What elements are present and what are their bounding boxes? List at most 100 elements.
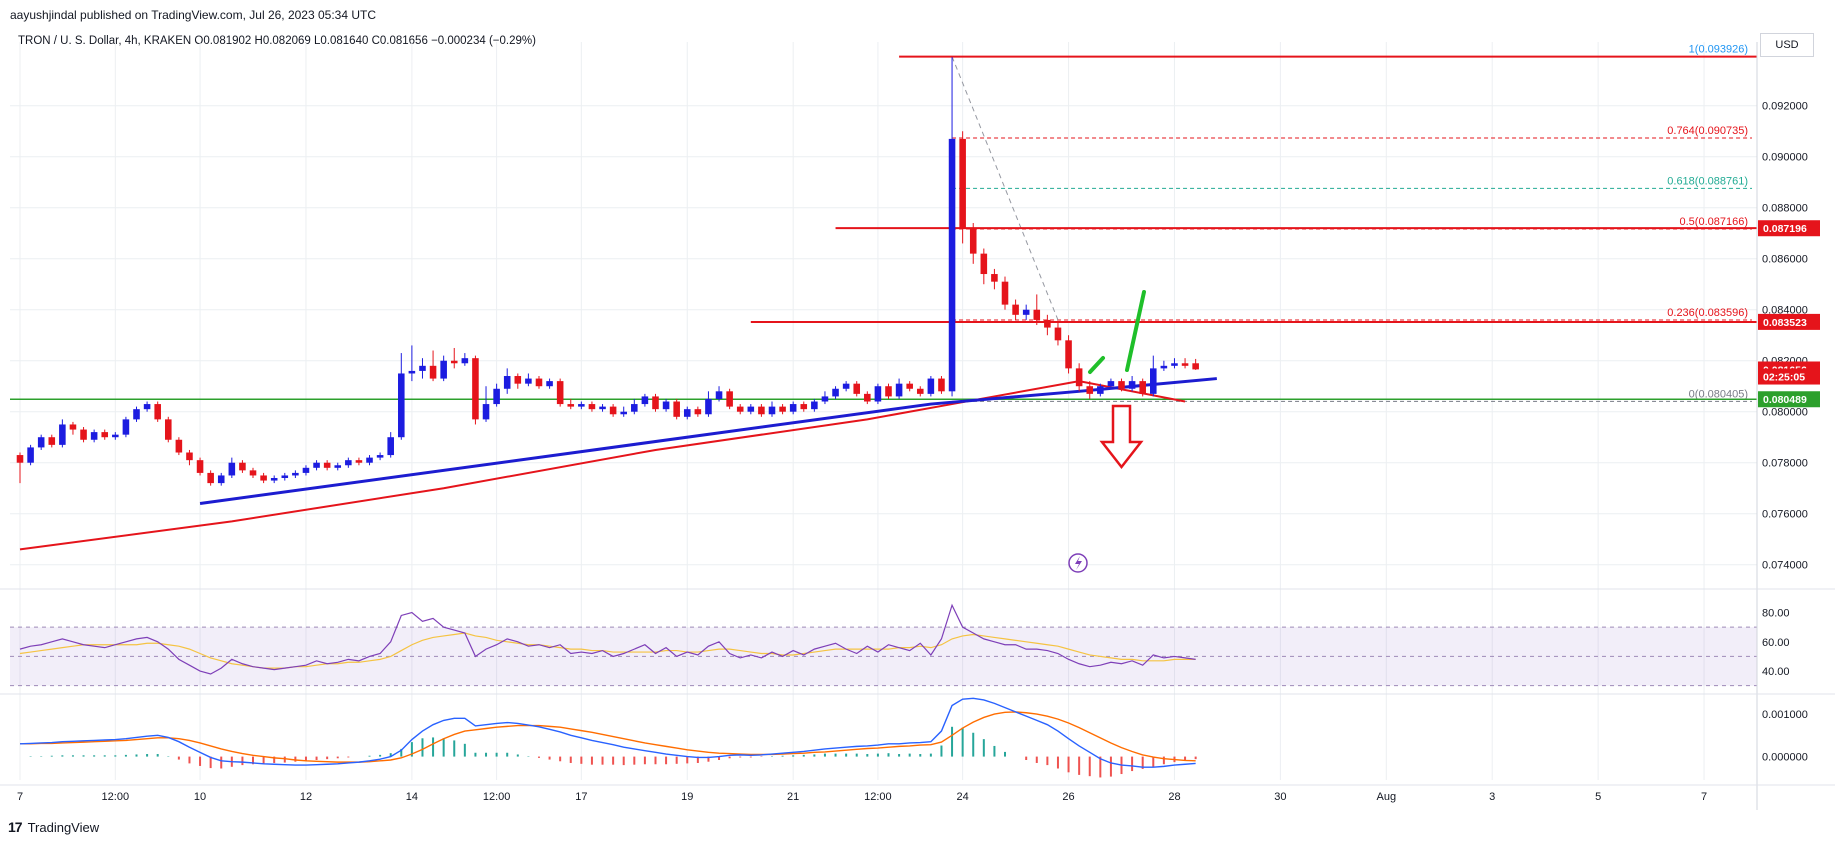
candle bbox=[546, 378, 553, 389]
x-tick-label: 10 bbox=[194, 791, 206, 803]
price-tag-bg bbox=[1758, 368, 1820, 385]
rsi-tick-label: 60.00 bbox=[1762, 637, 1790, 649]
candle-body bbox=[1128, 381, 1136, 389]
fib-level-label: 0.618(0.088761) bbox=[1667, 175, 1748, 187]
symbol-name[interactable]: TRON / U. S. Dollar, 4h, KRAKEN bbox=[18, 35, 192, 47]
chart-canvas[interactable]: 1(0.093926) 0.764(0.090735) 0.618(0.088761… bbox=[0, 0, 1835, 815]
candle bbox=[101, 429, 109, 440]
rsi-ma-line bbox=[19, 632, 1196, 669]
candle-body bbox=[345, 460, 352, 466]
x-tick-label: 3 bbox=[1489, 791, 1495, 803]
x-tick-label: 17 bbox=[575, 791, 587, 803]
candle bbox=[27, 444, 34, 466]
candle-body bbox=[705, 398, 712, 415]
candle bbox=[112, 432, 119, 440]
candle bbox=[1054, 322, 1062, 346]
price-tag-bg bbox=[1758, 313, 1820, 330]
price-tag-label: 0.087196 bbox=[1763, 223, 1807, 235]
x-tick-label: 28 bbox=[1168, 791, 1180, 803]
candle-body bbox=[514, 376, 522, 384]
candle bbox=[631, 398, 638, 415]
candle-body bbox=[175, 439, 183, 453]
candle-body bbox=[16, 455, 24, 463]
symbol-info-bar: TRON / U. S. Dollar, 4h, KRAKEN O0.08190… bbox=[18, 35, 536, 47]
candle-body bbox=[90, 432, 98, 440]
candle bbox=[292, 470, 299, 479]
y-tick-label: 0.084000 bbox=[1762, 305, 1808, 317]
candle-body bbox=[281, 475, 289, 479]
candle bbox=[1012, 299, 1019, 320]
ema-line bbox=[19, 380, 1186, 551]
candle-body bbox=[959, 138, 966, 229]
price-tag-label: 0.080489 bbox=[1763, 394, 1807, 406]
candle bbox=[472, 355, 479, 425]
candle-body bbox=[991, 274, 998, 282]
candle-body bbox=[1118, 381, 1125, 389]
tradingview-brand[interactable]: 17 TradingView bbox=[8, 819, 99, 835]
candle bbox=[345, 457, 352, 468]
annotations bbox=[1068, 290, 1146, 573]
candle-body bbox=[228, 462, 236, 476]
candle bbox=[1033, 294, 1041, 326]
candle-body bbox=[948, 138, 956, 392]
candle bbox=[228, 457, 236, 479]
candle bbox=[270, 475, 278, 484]
candle-body bbox=[429, 365, 437, 379]
candle bbox=[927, 376, 935, 397]
candle-body bbox=[493, 388, 500, 405]
candle-body bbox=[832, 388, 839, 397]
macd-pane[interactable] bbox=[19, 697, 1197, 778]
candle bbox=[429, 350, 437, 382]
currency-selector[interactable]: USD bbox=[1760, 33, 1814, 57]
up-arrow-annotation bbox=[1088, 290, 1146, 374]
candle-body bbox=[366, 457, 373, 463]
candle-body bbox=[472, 358, 479, 420]
candle bbox=[398, 353, 405, 440]
ohlc-low: L0.081640 bbox=[314, 35, 369, 47]
candle bbox=[48, 434, 56, 448]
candle bbox=[916, 386, 924, 397]
candle-body bbox=[260, 475, 267, 481]
candle bbox=[1044, 314, 1051, 336]
candle bbox=[90, 429, 98, 443]
lightning-icon[interactable] bbox=[1068, 553, 1088, 573]
candle bbox=[1128, 376, 1136, 392]
rsi-pane[interactable] bbox=[19, 603, 1196, 675]
candle bbox=[249, 467, 257, 479]
y-tick-label: 0.076000 bbox=[1762, 509, 1808, 521]
candle-body bbox=[1001, 281, 1009, 305]
candle bbox=[133, 406, 140, 422]
candle-body bbox=[503, 376, 511, 389]
candle-body bbox=[419, 365, 426, 371]
candle-body bbox=[1097, 386, 1104, 394]
candle-body bbox=[811, 401, 818, 410]
candle-body bbox=[694, 409, 702, 415]
candle-body bbox=[567, 404, 575, 407]
candle-body bbox=[112, 434, 119, 438]
candle bbox=[959, 131, 966, 244]
candle bbox=[408, 345, 416, 382]
candle-body bbox=[186, 452, 193, 461]
candle-body bbox=[535, 378, 543, 387]
candle-body bbox=[715, 391, 723, 399]
candle-body bbox=[853, 383, 861, 394]
candle bbox=[313, 460, 320, 471]
price-tag-label: 0.083523 bbox=[1763, 317, 1807, 329]
candle bbox=[217, 472, 225, 486]
rsi-tick-label: 80.00 bbox=[1762, 608, 1790, 620]
candle-body bbox=[800, 404, 808, 410]
candle bbox=[768, 401, 776, 417]
candle-body bbox=[1192, 363, 1199, 370]
candle bbox=[302, 465, 310, 476]
candle-body bbox=[1033, 309, 1041, 320]
price-pane[interactable]: 1(0.093926) 0.764(0.090735) 0.618(0.088761… bbox=[10, 44, 1757, 551]
candle-body bbox=[217, 475, 225, 484]
candle bbox=[323, 460, 331, 471]
candle bbox=[461, 353, 469, 366]
candle-body bbox=[270, 478, 278, 481]
candle-body bbox=[133, 409, 140, 420]
candle-body bbox=[758, 406, 765, 415]
y-tick-label: 0.090000 bbox=[1762, 152, 1808, 164]
candle-body bbox=[440, 360, 447, 379]
candle bbox=[620, 406, 627, 417]
